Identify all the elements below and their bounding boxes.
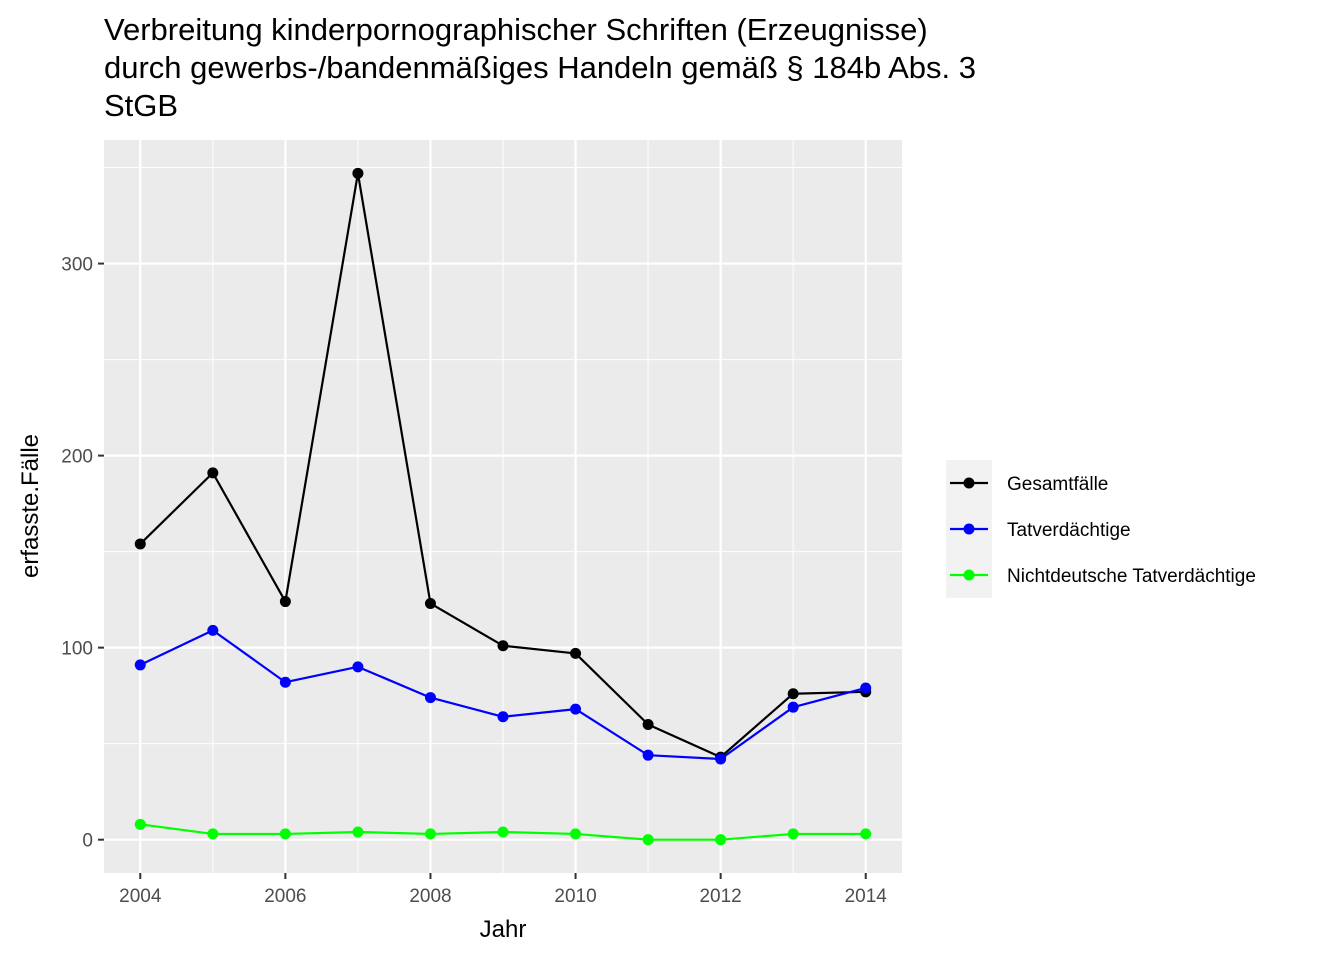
minor-gridlines bbox=[104, 140, 902, 873]
series-2-point bbox=[207, 624, 219, 636]
series-3-point bbox=[134, 818, 146, 830]
series-3-point bbox=[715, 834, 727, 846]
chart-title: Verbreitung kinderpornographischer Schri… bbox=[104, 12, 976, 123]
chart-title-line-1: Verbreitung kinderpornographischer Schri… bbox=[104, 12, 928, 47]
series-layer bbox=[134, 167, 872, 846]
series-3-point bbox=[570, 828, 582, 840]
series-2-point bbox=[787, 701, 799, 713]
series-3-point bbox=[860, 828, 872, 840]
chart-title-line-3: StGB bbox=[104, 88, 178, 123]
series-1-point bbox=[642, 718, 654, 730]
legend-label-1: Gesamtfälle bbox=[1007, 474, 1108, 495]
chart-title-line-2: durch gewerbs-/bandenmäßiges Handeln gem… bbox=[104, 50, 976, 85]
x-tick-label: 2008 bbox=[409, 886, 451, 907]
x-tick-label: 2010 bbox=[554, 886, 596, 907]
series-2-point bbox=[642, 749, 654, 761]
y-tick-label: 300 bbox=[61, 255, 93, 276]
series-1-point bbox=[279, 596, 291, 608]
legend-label-2: Tatverdächtige bbox=[1007, 520, 1131, 541]
y-tick-label: 0 bbox=[82, 831, 93, 852]
legend: Gesamtfälle Tatverdächtige Nichtdeutsche T… bbox=[946, 460, 1256, 598]
series-1-point bbox=[207, 467, 219, 479]
series-2-point bbox=[715, 753, 727, 765]
legend-key-point-1 bbox=[963, 477, 975, 489]
legend-label-3: Nichtdeutsche Tatverdächtige bbox=[1007, 566, 1256, 587]
x-tick-label: 2014 bbox=[845, 886, 888, 907]
legend-key-point-3 bbox=[963, 569, 975, 581]
x-tick-label: 2006 bbox=[264, 886, 306, 907]
series-3-point bbox=[497, 826, 509, 838]
x-axis-title: Jahr bbox=[480, 916, 527, 943]
series-3-point bbox=[279, 828, 291, 840]
series-1-point bbox=[424, 597, 436, 609]
series-3-point bbox=[642, 834, 654, 846]
series-1-point bbox=[352, 167, 364, 179]
major-gridlines bbox=[104, 140, 902, 873]
x-tick-label: 2004 bbox=[119, 886, 162, 907]
series-2-point bbox=[352, 661, 364, 673]
series-2-point bbox=[497, 711, 509, 723]
series-2-point bbox=[134, 659, 146, 671]
series-2-point bbox=[570, 703, 582, 715]
series-1-point bbox=[134, 538, 146, 550]
y-axis-title: erfasste.Fälle bbox=[17, 434, 44, 578]
x-axis: 2004 2006 2008 2010 2012 2014 bbox=[119, 873, 887, 907]
series-2-point bbox=[860, 682, 872, 694]
series-1-point bbox=[497, 640, 509, 652]
series-2-point bbox=[279, 676, 291, 688]
series-2-point bbox=[424, 692, 436, 704]
y-axis: 0 100 200 300 bbox=[61, 255, 104, 852]
series-3-point bbox=[424, 828, 436, 840]
legend-key-point-2 bbox=[963, 523, 975, 535]
y-tick-label: 100 bbox=[61, 639, 93, 660]
series-1-point bbox=[570, 647, 582, 659]
series-3-point bbox=[787, 828, 799, 840]
series-3-point bbox=[352, 826, 364, 838]
y-tick-label: 200 bbox=[61, 447, 93, 468]
series-1-point bbox=[787, 688, 799, 700]
x-tick-label: 2012 bbox=[699, 886, 741, 907]
series-3-point bbox=[207, 828, 219, 840]
